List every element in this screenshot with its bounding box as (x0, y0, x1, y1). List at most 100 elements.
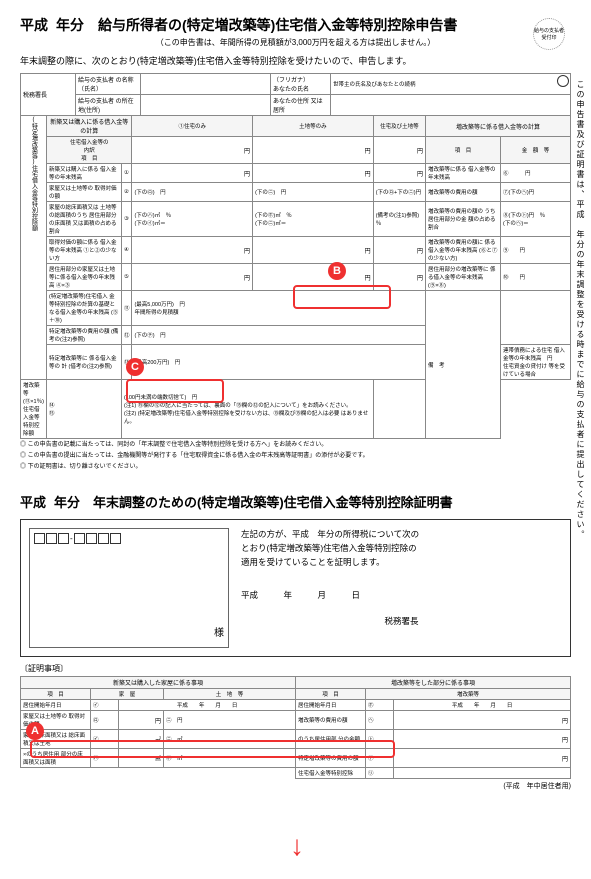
cert-deduct-num: ㋷ (365, 768, 393, 779)
your-addr-label: あなたの住所 又は居所 (271, 95, 331, 116)
cert-start-date-val: 平成 年 月 日 (119, 700, 296, 711)
cert-era: 平成 (20, 492, 46, 511)
cell-8: (下の㋠) 円 (132, 326, 426, 345)
reno5-label: 居住用部分の増改築等に 係る借入金等の年末残高 (⑨×⑧) (426, 264, 501, 291)
row2-num: ② (121, 183, 132, 202)
row7-num: ⑫ (121, 326, 132, 345)
remarks-label: 備 考 (426, 291, 501, 439)
cert-new-hdr: 新築又は購入した家屋に係る事項 (21, 677, 296, 689)
form-title-1: 年分 給与所得者の(特定増改築等)住宅借入金等特別控除申告書 (56, 15, 457, 35)
cert-special-val: 円 (394, 749, 571, 768)
cell-3c: (下の㋺+下の㋥)円 (373, 183, 425, 202)
reno2-num: ⑦(下の㋬)円 (501, 183, 571, 202)
cert-reno-start-label: 居住開始年月日 (295, 700, 365, 711)
cert-start-num: ㋑ (91, 700, 119, 711)
annotation-arrow: ↓ (290, 830, 304, 862)
certificate-table: 新築又は購入した家屋に係る事項 増改築等をした部分に係る事項 項 目 家 屋 土… (20, 676, 571, 779)
row9-num: ⑭⑮ (46, 380, 121, 439)
cert-item-hdr: 項 目 (21, 689, 91, 700)
proof-items-label: 〔証明事項〕 (20, 663, 571, 674)
cell-2b: 円 (253, 164, 374, 183)
cert-acq-l: ㋥ 円 (164, 711, 296, 730)
annotation-box-a (30, 740, 395, 758)
cert-acq-num: ㋺ (91, 711, 119, 730)
postal-sq-1 (34, 533, 45, 544)
reno1-label: 増改築等に係る 借入金等の年末残高 (426, 164, 501, 183)
cert-item-hdr2: 項 目 (295, 689, 365, 700)
item-hdr-1: 住宅借入金等の内訳項 目 (46, 137, 132, 164)
payer-addr-label: 給与の支払者 の所在地(住所) (76, 95, 141, 116)
cert-reno-hdr: 増改築等をした部分に係る事項 (295, 677, 570, 689)
annotation-box-b (293, 285, 391, 309)
receipt-stamp: 給与の支払者受付印 (533, 18, 565, 50)
row3-label: 家屋の総床面積又は 土地等の総面積のうち 居住用部分の床面積 又は面積の占める割… (46, 202, 121, 237)
cell-2c: 円 (373, 164, 425, 183)
reno3-num: ⑧(下の㋣)円 ％(下の㋬)＝ (501, 202, 571, 237)
cell-1a: 円 (132, 137, 253, 164)
calculation-table: (特定増改築等)住宅借入金等特別控除額 新築又は購入に係る借入金等の計算 ①住宅… (20, 115, 571, 439)
cert-reno-start-num: ㋭ (365, 700, 393, 711)
cert-body: 左記の方が、平成 年分の所得税について次の とおり(特定増改築等)住宅借入金等特… (241, 528, 562, 569)
cert-house-hdr: 家 屋 (91, 689, 164, 700)
footer-text: (平成 年中居住者用) (20, 781, 571, 791)
furigana-label: （フリガナ） (273, 78, 309, 84)
declaration-text: 年末調整の際に、次のとおり(特定増改築等)住宅借入金等特別控除を受けたいので、申… (20, 54, 571, 67)
reno3-label: 増改築等の費用の額の うち居住用部分の金 額の占める割合 (426, 202, 501, 237)
cell-4b: (下の㋭)㎡ ％(下の㋥)㎡＝ (253, 202, 374, 237)
cert-reno-cost-num: ㋬ (365, 711, 393, 730)
note-2: ◎ この申告書の提出に当たっては、金融機関等が発行する「住宅取得資金に係る借入金… (20, 453, 571, 461)
row2-label: 家屋又は土地等の 取得対価の額 (46, 183, 121, 202)
row3-num: ③ (121, 202, 132, 237)
house-land-hdr: 住宅及び土地等 (373, 116, 425, 137)
cert-chief: 税務署長 (241, 615, 562, 629)
new-build-header: 新築又は購入に係る借入金等の計算 (46, 116, 132, 137)
cell-4a: (下の㋩)㎡ ％(下の㋑)㎡＝ (132, 202, 253, 237)
row6-num: ⑪ (121, 291, 132, 326)
cell-2a: 円 (132, 164, 253, 183)
cell-1c: 円 (373, 137, 425, 164)
circle-marker (557, 75, 569, 87)
relation-label: 世帯主の氏名及びあなたとの続柄 (333, 82, 415, 88)
cert-acq-h: 円 (119, 711, 164, 730)
annotation-label-a: A (26, 722, 44, 740)
remarks-area (501, 291, 571, 345)
your-addr-value (331, 95, 571, 116)
cell-3a: (下の㋺) 円 (132, 183, 253, 202)
payer-name-label: 給与の支払者 の名称（氏名） (76, 74, 141, 95)
reno2-label: 増改築等の費用の額 (426, 183, 501, 202)
cell-6a: 円 (132, 264, 253, 291)
cert-title: 年分 年末調整のための(特定増改築等)住宅借入金等特別控除証明書 (54, 492, 453, 511)
cell-1b: 円 (253, 137, 374, 164)
cert-reno-cost-val: 円 (394, 711, 571, 730)
row5-label: 居住用部分の家屋又は土地 等に係る借入金等の年末残高 ④×③ (46, 264, 121, 291)
annotation-box-c (126, 379, 224, 403)
cert-land-hdr: 土 地 等 (164, 689, 296, 700)
renovation-header: 増改築等に係る借入金等の計算 (426, 116, 571, 137)
cert-living-val: 円 (394, 730, 571, 749)
reno-ren-label: 連帯債務による住宅 借入金等の年末残高 円住宅資金の貸付け 等を受けている場合 (501, 345, 571, 380)
note-1: ◎ この申告書の記載に当たっては、同封の「年末調整で住宅借入金等特別控除を受ける… (20, 442, 571, 450)
right-vertical-note: この申告書及び証明書は、平成 年分の年末調整を受ける時までに給与の支払者に提出し… (575, 80, 586, 540)
postal-sq-6 (98, 533, 109, 544)
cert-date: 平成 年 月 日 (241, 589, 562, 603)
postal-sq-7 (110, 533, 121, 544)
payer-name-value (141, 74, 271, 95)
postal-sq-3 (58, 533, 69, 544)
annotation-label-b: B (328, 262, 346, 280)
cert-reno-amt-hdr: 増改築等 (365, 689, 570, 700)
row1-num: ① (121, 164, 132, 183)
postal-dash: - (70, 533, 73, 544)
row1-label: 新築又は購入に係る 借入金等の年末残高 (46, 164, 121, 183)
row9-label: 増改築等 (⑪×1％)住宅借入金等特別控除額 (21, 380, 47, 439)
cert-start-date-label: 居住開始年月日 (21, 700, 91, 711)
row8-label: 特定増改築等に 係る借入金等の 計 (借考の(注2)参照) (46, 345, 121, 380)
postal-sq-5 (86, 533, 97, 544)
cert-reno-start-val: 平成 年 月 日 (394, 700, 571, 711)
row7-label: 特定増改築等の費用の額 (備考の(注2)参照) (46, 326, 121, 345)
reno4-label: 増改築等の費用の額に 係る借入金等の年末残高 (⑥と⑦の少ない方) (426, 237, 501, 264)
era-label: 平成 (20, 15, 48, 35)
cell-9: (最高200万円) 円 (132, 345, 426, 380)
your-name-label: あなたの氏名 (273, 87, 309, 93)
your-name-value: 世帯主の氏名及びあなたとの続柄 (331, 74, 571, 95)
cell-5b: 円 (253, 237, 374, 264)
